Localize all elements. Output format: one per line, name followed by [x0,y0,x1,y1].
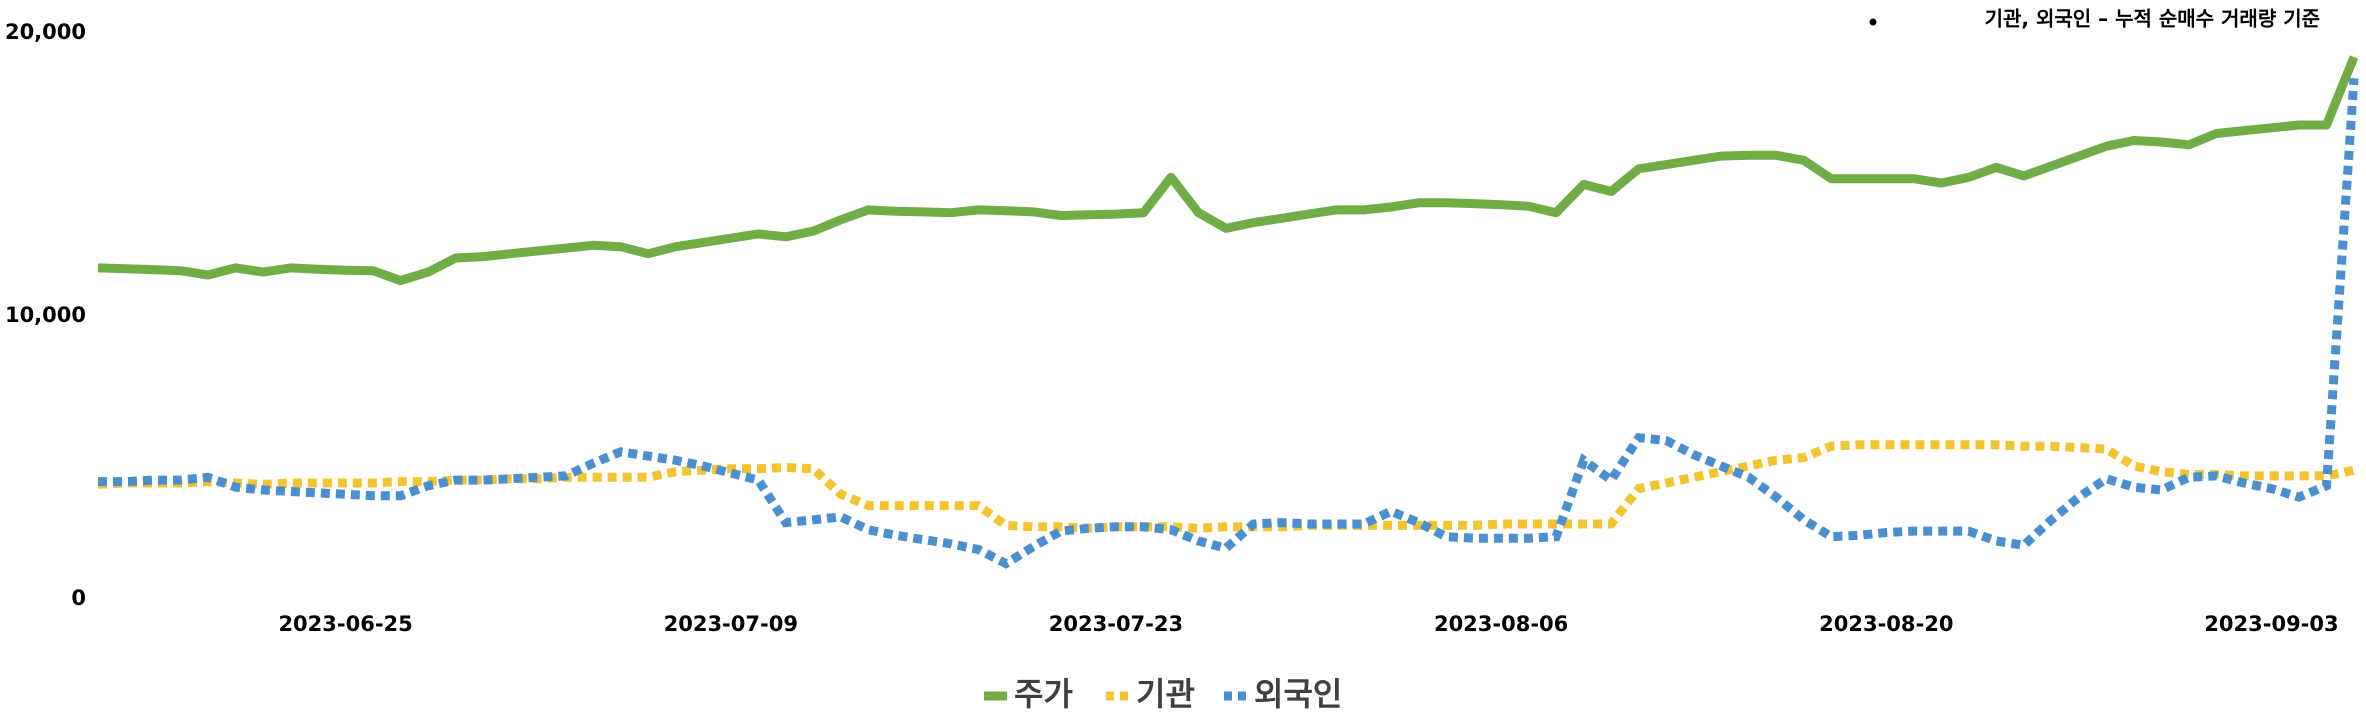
x-tick-label: 2023-06-25 [278,612,412,636]
x-tick-label: 2023-07-23 [1049,612,1183,636]
x-tick-label: 2023-09-03 [2204,612,2338,636]
x-tick-label: 2023-08-20 [1819,612,1953,636]
series-line [98,77,2359,569]
annotation: 기관, 외국인 – 누적 순매수 거래량 기준 [1985,7,2320,31]
legend-label: 외국인 [1254,675,1342,713]
series-line [97,55,2359,286]
legend-label: 기관 [1136,675,1195,713]
y-tick-label: 0 [71,586,86,610]
x-tick-label: 2023-07-09 [664,612,798,636]
note-bullet [1869,18,1877,26]
series-line [97,440,2355,533]
x-tick-label: 2023-08-06 [1434,612,1568,636]
legend-label: 주가 [1014,675,1073,713]
y-tick-label: 10,000 [5,303,86,327]
y-tick-label: 20,000 [5,20,86,44]
